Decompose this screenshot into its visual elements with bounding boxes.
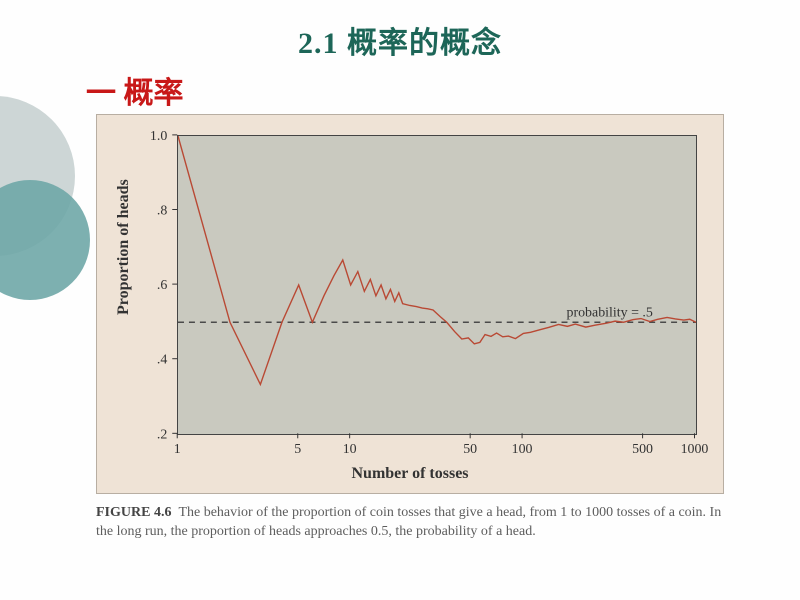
svg-text:50: 50 [463,442,477,457]
svg-text:500: 500 [632,442,653,457]
caption-text: The behavior of the proportion of coin t… [96,505,721,539]
figure-caption: FIGURE 4.6 The behavior of the proportio… [96,504,724,542]
chart-outer-panel: Proportion of heads probability = .5 .2.… [96,114,724,494]
svg-text:5: 5 [294,442,301,457]
figure-wrap: Proportion of heads probability = .5 .2.… [96,114,724,542]
svg-text:100: 100 [512,442,533,457]
svg-text:probability = .5: probability = .5 [567,305,653,320]
svg-text:.2: .2 [157,427,167,442]
svg-text:1: 1 [174,442,181,457]
chart-plot-area: probability = .5 [177,135,697,435]
page-title: 2.1 概率的概念 [0,0,800,62]
section-title: 一 概率 [86,68,800,112]
decorative-circle-dark [0,180,90,300]
x-axis-label: Number of tosses [97,465,723,483]
svg-text:10: 10 [343,442,357,457]
caption-label: FIGURE 4.6 [96,505,171,520]
y-axis-label: Proportion of heads [115,179,133,315]
chart-svg: probability = .5 [178,136,696,434]
svg-text:.4: .4 [157,353,167,368]
svg-text:1.0: 1.0 [150,129,167,144]
svg-text:1000: 1000 [681,442,709,457]
svg-text:.8: .8 [157,203,167,218]
svg-text:.6: .6 [157,278,167,293]
